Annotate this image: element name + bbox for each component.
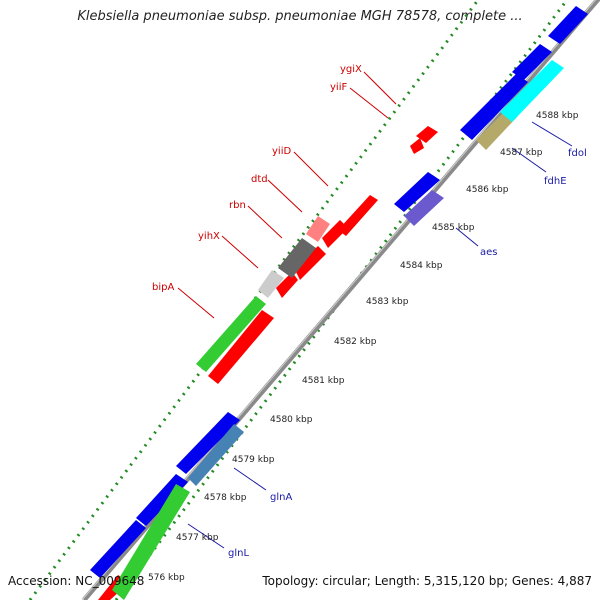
gene-glnL[interactable] — [112, 484, 190, 600]
gene-fdoH[interactable] — [512, 44, 552, 80]
tick-label: 4580 kbp — [270, 415, 313, 425]
tick-label: 4586 kbp — [466, 185, 509, 195]
gene-label[interactable]: glnL — [228, 548, 249, 559]
gene-pink[interactable] — [306, 216, 330, 242]
gene-yiiD[interactable] — [338, 195, 378, 236]
tick-label: 4577 kbp — [176, 533, 219, 543]
gene-dtd-small[interactable] — [322, 220, 348, 248]
gene-label[interactable]: fdol — [568, 148, 587, 159]
gene-label[interactable]: dtd — [251, 174, 268, 185]
tick-label: 4581 kbp — [302, 376, 345, 386]
map-title: Klebsiella pneumoniae subsp. pneumoniae … — [77, 9, 523, 24]
reverse-genes — [90, 6, 588, 600]
gene-label[interactable]: yiiF — [330, 82, 347, 93]
tick-label: 4584 kbp — [400, 261, 443, 271]
gene-fdhE-khaki[interactable] — [476, 108, 518, 150]
gene-ygiX[interactable] — [410, 138, 424, 154]
outer-dotted-line — [28, 0, 480, 600]
tick-label: 4583 kbp — [366, 297, 409, 307]
tick-label: 4585 kbp — [432, 223, 475, 233]
gene-bipA-red[interactable] — [208, 310, 274, 384]
gene-label[interactable]: bipA — [152, 282, 174, 293]
gene-lightgrey[interactable] — [258, 270, 284, 298]
genome-summary: Topology: circular; Length: 5,315,120 bp… — [262, 574, 592, 588]
gene-aes-blue[interactable] — [394, 172, 440, 212]
tick-label: 576 kbp — [148, 573, 185, 583]
reverse-leaders — [187, 121, 573, 549]
gene-label[interactable]: glnA — [270, 492, 292, 503]
gene-label[interactable]: fdhE — [544, 176, 567, 187]
gene-bipA[interactable] — [196, 296, 266, 372]
gene-grey[interactable] — [278, 238, 316, 278]
gene-label[interactable]: yiiD — [272, 146, 291, 157]
accession-label: Accession: NC_009648 — [8, 574, 145, 588]
gene-label[interactable]: aes — [480, 247, 498, 258]
gene-label[interactable]: yihX — [198, 231, 220, 242]
gene-fdol[interactable] — [500, 60, 564, 122]
gene-rbn[interactable] — [294, 246, 326, 280]
tick-label: 4578 kbp — [204, 493, 247, 503]
forward-genes — [98, 126, 438, 600]
gene-fdoI[interactable] — [548, 6, 588, 44]
gene-yiiF[interactable] — [416, 126, 438, 143]
gene-yihX[interactable] — [276, 272, 298, 298]
gene-glnA[interactable] — [188, 424, 244, 486]
tick-label: 4587 kbp — [500, 148, 543, 158]
gene-aes[interactable] — [404, 190, 444, 226]
gene-label[interactable]: rbn — [229, 200, 246, 211]
forward-leaders — [177, 71, 397, 319]
gene-fdoG[interactable] — [460, 74, 528, 140]
gene-glnA-blue[interactable] — [176, 412, 240, 474]
tick-label: 4579 kbp — [232, 455, 275, 465]
tick-label: 4582 kbp — [334, 337, 377, 347]
gene-glnL-blue[interactable] — [90, 520, 146, 578]
tick-label: 4588 kbp — [536, 111, 579, 121]
gene-label[interactable]: ygiX — [340, 64, 362, 75]
